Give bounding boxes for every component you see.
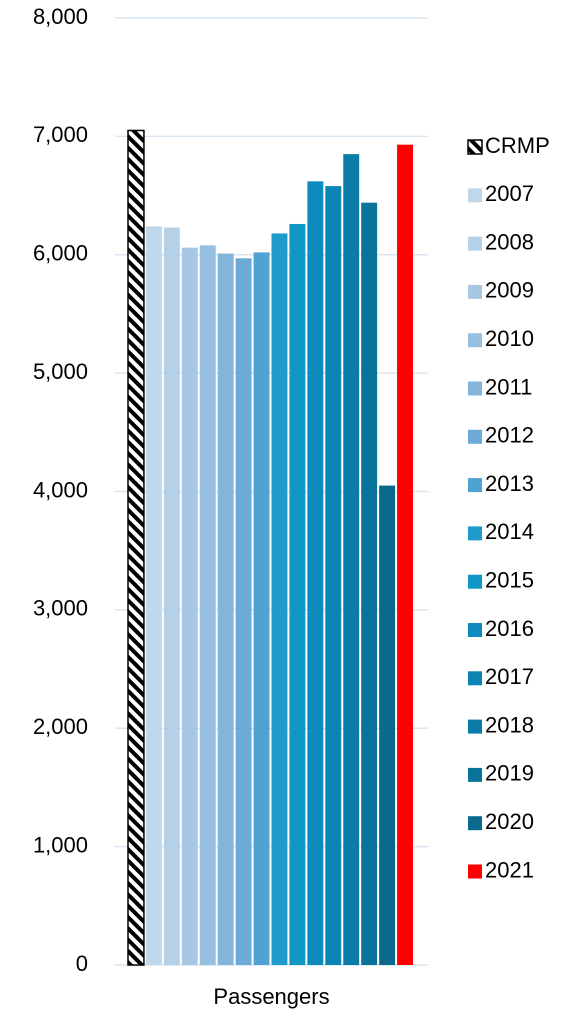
legend-swatch [468,767,482,782]
legend-swatch [468,574,482,589]
legend-swatch [468,623,482,637]
bar [307,181,324,966]
legend-label: 2011 [485,374,532,399]
y-tick-label: 3,000 [33,596,88,621]
legend-swatch [468,284,482,299]
y-tick-label: 4,000 [33,477,88,502]
bar [217,253,234,965]
legend-label: 2019 [485,761,534,786]
bar [361,202,378,966]
legend-label: 2014 [485,519,534,544]
legend-swatch [468,333,482,348]
y-tick-label: 8,000 [33,4,88,29]
legend-label: 2007 [485,181,534,206]
y-tick-label: 1,000 [33,832,88,857]
bar [343,154,360,966]
legend-label: 2020 [485,809,534,834]
bar [235,258,252,965]
bar [127,129,145,966]
legend-label: 2016 [485,616,534,641]
legend-swatch [468,478,482,493]
y-tick-label: 7,000 [33,122,88,147]
bar [199,245,216,965]
bar [163,227,180,965]
legend-label: 2015 [485,568,534,593]
legend-label: 2010 [485,326,534,351]
bar [271,233,288,965]
y-tick-label: 6,000 [33,241,88,266]
y-tick-label: 5,000 [33,359,88,384]
legend-label: 2012 [485,423,534,448]
legend-label: CRMP [485,133,550,158]
legend-swatch [468,429,482,444]
bar [145,226,162,966]
bar [325,186,342,965]
legend-swatch [467,139,483,155]
legend-label: 2017 [485,664,534,689]
legend-swatch [468,719,482,734]
legend-label: 2008 [485,229,534,254]
x-tick-label: Passengers [213,984,329,1009]
legend-swatch [468,864,482,879]
legend-swatch [468,526,482,541]
bar [397,144,413,965]
legend-label: 2009 [485,278,534,303]
legend-swatch [468,236,482,251]
y-tick-label: 0 [76,951,88,976]
bar [181,247,198,965]
legend-swatch [468,816,482,831]
bar [253,252,270,965]
legend-label: 2018 [485,712,534,737]
legend-swatch [468,188,482,203]
bar [379,485,396,965]
bar [289,223,306,965]
legend-swatch [468,381,482,396]
y-tick-label: 2,000 [33,714,88,739]
legend-label: 2021 [485,857,534,882]
legend-label: 2013 [485,471,534,496]
legend-swatch [468,671,482,686]
